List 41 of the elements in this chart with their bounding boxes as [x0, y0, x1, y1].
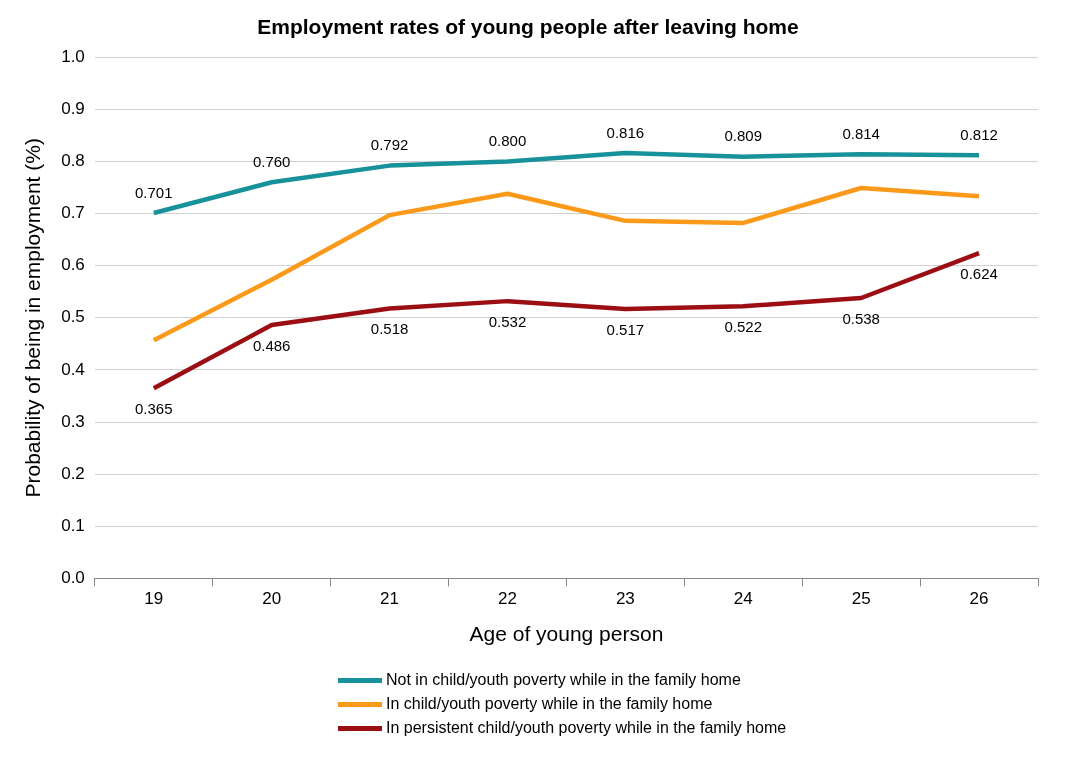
- y-tick-label: 0.4: [61, 359, 85, 379]
- x-tick-label: 21: [380, 589, 400, 609]
- data-label: 0.812: [960, 125, 998, 143]
- x-tick-label: 23: [615, 589, 635, 609]
- x-tick-label: 19: [144, 589, 164, 609]
- data-label: 0.538: [842, 309, 880, 327]
- x-tick-label: 26: [969, 589, 989, 609]
- data-label: 0.701: [135, 183, 173, 201]
- data-label: 0.814: [842, 124, 880, 142]
- y-tick-label: 1.0: [61, 46, 85, 66]
- y-tick-label: 0.6: [61, 255, 85, 275]
- legend-label: In child/youth poverty while in the family home: [386, 695, 713, 713]
- data-label: 0.760: [252, 152, 291, 170]
- y-tick-label: 0.7: [61, 203, 85, 223]
- y-tick-label: 0.5: [61, 307, 85, 327]
- data-label: 0.486: [252, 336, 291, 354]
- y-tick-label: 0.9: [61, 99, 85, 119]
- data-label: 0.522: [724, 317, 763, 335]
- data-label: 0.624: [960, 264, 998, 282]
- y-tick-label: 0.2: [61, 463, 85, 483]
- y-axis-title: Probability of being in employment (%): [21, 138, 45, 498]
- data-label: 0.365: [135, 399, 173, 417]
- legend-label: In persistent child/youth poverty while in the family home: [386, 719, 787, 737]
- chart-title: Employment rates of young people after leaving home: [257, 15, 799, 39]
- y-tick-label: 0.1: [61, 515, 85, 535]
- x-tick-label: 20: [262, 589, 282, 609]
- data-label: 0.816: [606, 123, 645, 141]
- data-label: 0.532: [488, 312, 527, 330]
- y-tick-label: 0.3: [61, 411, 85, 431]
- y-tick-label: 0.0: [61, 568, 85, 588]
- data-label: 0.518: [370, 320, 409, 338]
- legend-label: Not in child/youth poverty while in the family home: [386, 671, 741, 689]
- data-label: 0.517: [606, 320, 645, 338]
- data-label: 0.792: [370, 136, 409, 154]
- x-axis-title: Age of young person: [469, 622, 664, 646]
- x-tick-label: 22: [498, 589, 517, 609]
- x-tick-label: 25: [851, 589, 871, 609]
- y-tick-label: 0.8: [61, 151, 85, 171]
- data-label: 0.800: [488, 132, 527, 150]
- data-label: 0.809: [724, 127, 763, 145]
- x-tick-label: 24: [733, 589, 753, 609]
